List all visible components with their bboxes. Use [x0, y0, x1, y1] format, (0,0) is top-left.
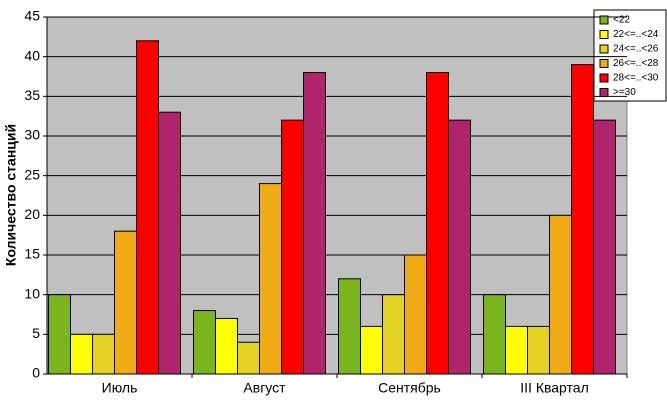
- y-tick-label: 0: [32, 365, 40, 381]
- bar: [237, 341, 260, 375]
- x-tick-label: Август: [243, 380, 286, 396]
- x-tick-label: III Квартал: [520, 380, 588, 396]
- legend-swatch: [599, 15, 609, 25]
- legend-swatch: [599, 30, 609, 39]
- bar: [48, 294, 71, 375]
- legend-swatch: [599, 59, 609, 68]
- bar: [571, 64, 594, 375]
- y-tick-label: 45: [24, 8, 40, 24]
- x-tick-label: Сентябрь: [378, 380, 441, 396]
- bar: [505, 325, 528, 375]
- bar: [215, 317, 238, 375]
- y-tick-label: 5: [32, 325, 40, 341]
- legend: [593, 9, 667, 102]
- bar: [382, 294, 405, 375]
- legend-label: >=30: [613, 87, 636, 98]
- legend-swatch: [599, 73, 609, 83]
- bar: [593, 119, 616, 375]
- y-tick-label: 10: [24, 285, 40, 301]
- y-tick-label: 40: [24, 47, 40, 63]
- y-tick-label: 35: [24, 87, 40, 103]
- bar: [404, 254, 427, 375]
- bar: [281, 119, 304, 375]
- y-axis-label: Количество станций: [3, 124, 19, 266]
- legend-label: 28<=..<30: [613, 73, 659, 84]
- bar: [527, 325, 550, 375]
- y-tick-label: 25: [24, 166, 40, 182]
- bar: [158, 111, 181, 375]
- legend-label: <22: [613, 15, 630, 26]
- legend-label: 22<=..<24: [613, 29, 659, 40]
- bar: [360, 325, 383, 375]
- bar: [193, 310, 216, 375]
- bar: [483, 294, 506, 375]
- legend-label: 26<=..<28: [613, 58, 659, 69]
- legend-swatch: [599, 44, 609, 54]
- bar: [114, 230, 137, 375]
- y-tick-label: 30: [24, 127, 40, 143]
- y-tick-label: 15: [24, 246, 40, 262]
- bar: [426, 72, 449, 375]
- legend-label: 24<=..<26: [613, 44, 659, 55]
- bar: [70, 333, 93, 375]
- bar: [259, 183, 282, 375]
- bar: [338, 278, 361, 375]
- legend-swatch: [599, 88, 609, 97]
- bar: [92, 333, 115, 375]
- y-tick-label: 20: [24, 206, 40, 222]
- bar: [136, 40, 159, 375]
- x-tick-label: Июль: [102, 380, 138, 396]
- bar: [549, 214, 572, 375]
- bar: [303, 72, 326, 375]
- bar: [448, 119, 471, 375]
